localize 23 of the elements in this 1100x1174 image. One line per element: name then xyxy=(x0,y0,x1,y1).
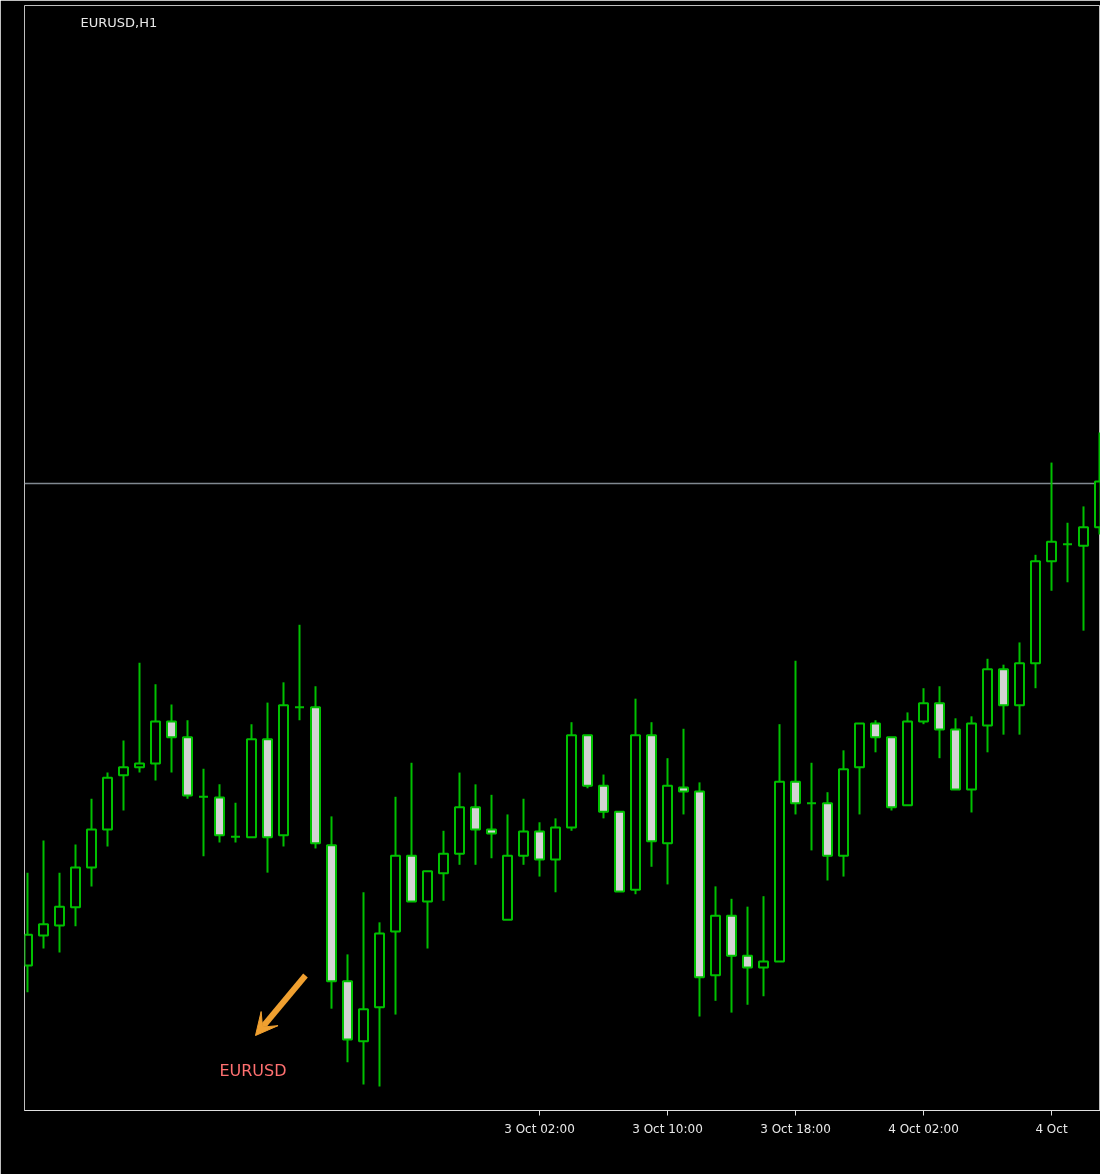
candlestick xyxy=(1046,461,1057,592)
candlestick xyxy=(470,783,481,866)
candlestick xyxy=(918,687,929,726)
candlestick xyxy=(742,905,753,1006)
candlestick xyxy=(54,871,65,954)
candlestick xyxy=(134,661,145,774)
annotation: EURUSD xyxy=(219,1061,287,1080)
chart-title: EURUSD,H1 xyxy=(80,14,158,30)
candlestick xyxy=(1078,505,1089,632)
x-tick-label: 4 Oct xyxy=(1035,1121,1068,1136)
candlestick xyxy=(758,895,769,998)
x-tick-label: 3 Oct 10:00 xyxy=(632,1121,703,1136)
candlestick xyxy=(790,659,801,816)
candlestick xyxy=(486,793,497,860)
x-tick-label: 3 Oct 02:00 xyxy=(504,1121,575,1136)
x-tick-label: 4 Oct 02:00 xyxy=(888,1121,959,1136)
candlestick xyxy=(118,739,129,812)
candlestick xyxy=(870,719,881,754)
candlestick xyxy=(166,703,177,774)
x-tick-label: 3 Oct 18:00 xyxy=(760,1121,831,1136)
candlestick xyxy=(678,727,689,816)
candlestick xyxy=(38,839,49,950)
candlestick xyxy=(438,829,449,902)
